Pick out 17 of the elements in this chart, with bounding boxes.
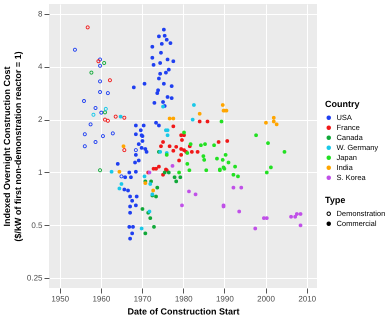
text: Type: [325, 195, 346, 205]
y-tick-label: 2: [38, 115, 44, 124]
y-axis-title: Indexed Overnight Construction Cost ($/kW of first non-demonstration reactor = 1): [2, 51, 23, 242]
x-axis-title: Date of Construction Start: [127, 306, 240, 316]
x-tick-label: 2000: [257, 294, 276, 304]
y-tick-label: 0.25: [26, 274, 44, 283]
x-tick-label: 1980: [174, 294, 194, 304]
x-tick-label: 2010: [298, 294, 317, 304]
x-tick-label: 1990: [216, 294, 234, 304]
x-tick-label: 1970: [134, 294, 152, 304]
legend-title: Country: [325, 99, 360, 109]
x-tick-label: 1960: [92, 294, 111, 304]
y-tick-label: 0.5: [31, 220, 44, 230]
y-tick-label: 4: [38, 62, 44, 72]
x-tick-label: 1950: [51, 294, 70, 304]
y-tick-label: 8: [38, 9, 44, 18]
y-tick-label: 1: [38, 168, 44, 177]
